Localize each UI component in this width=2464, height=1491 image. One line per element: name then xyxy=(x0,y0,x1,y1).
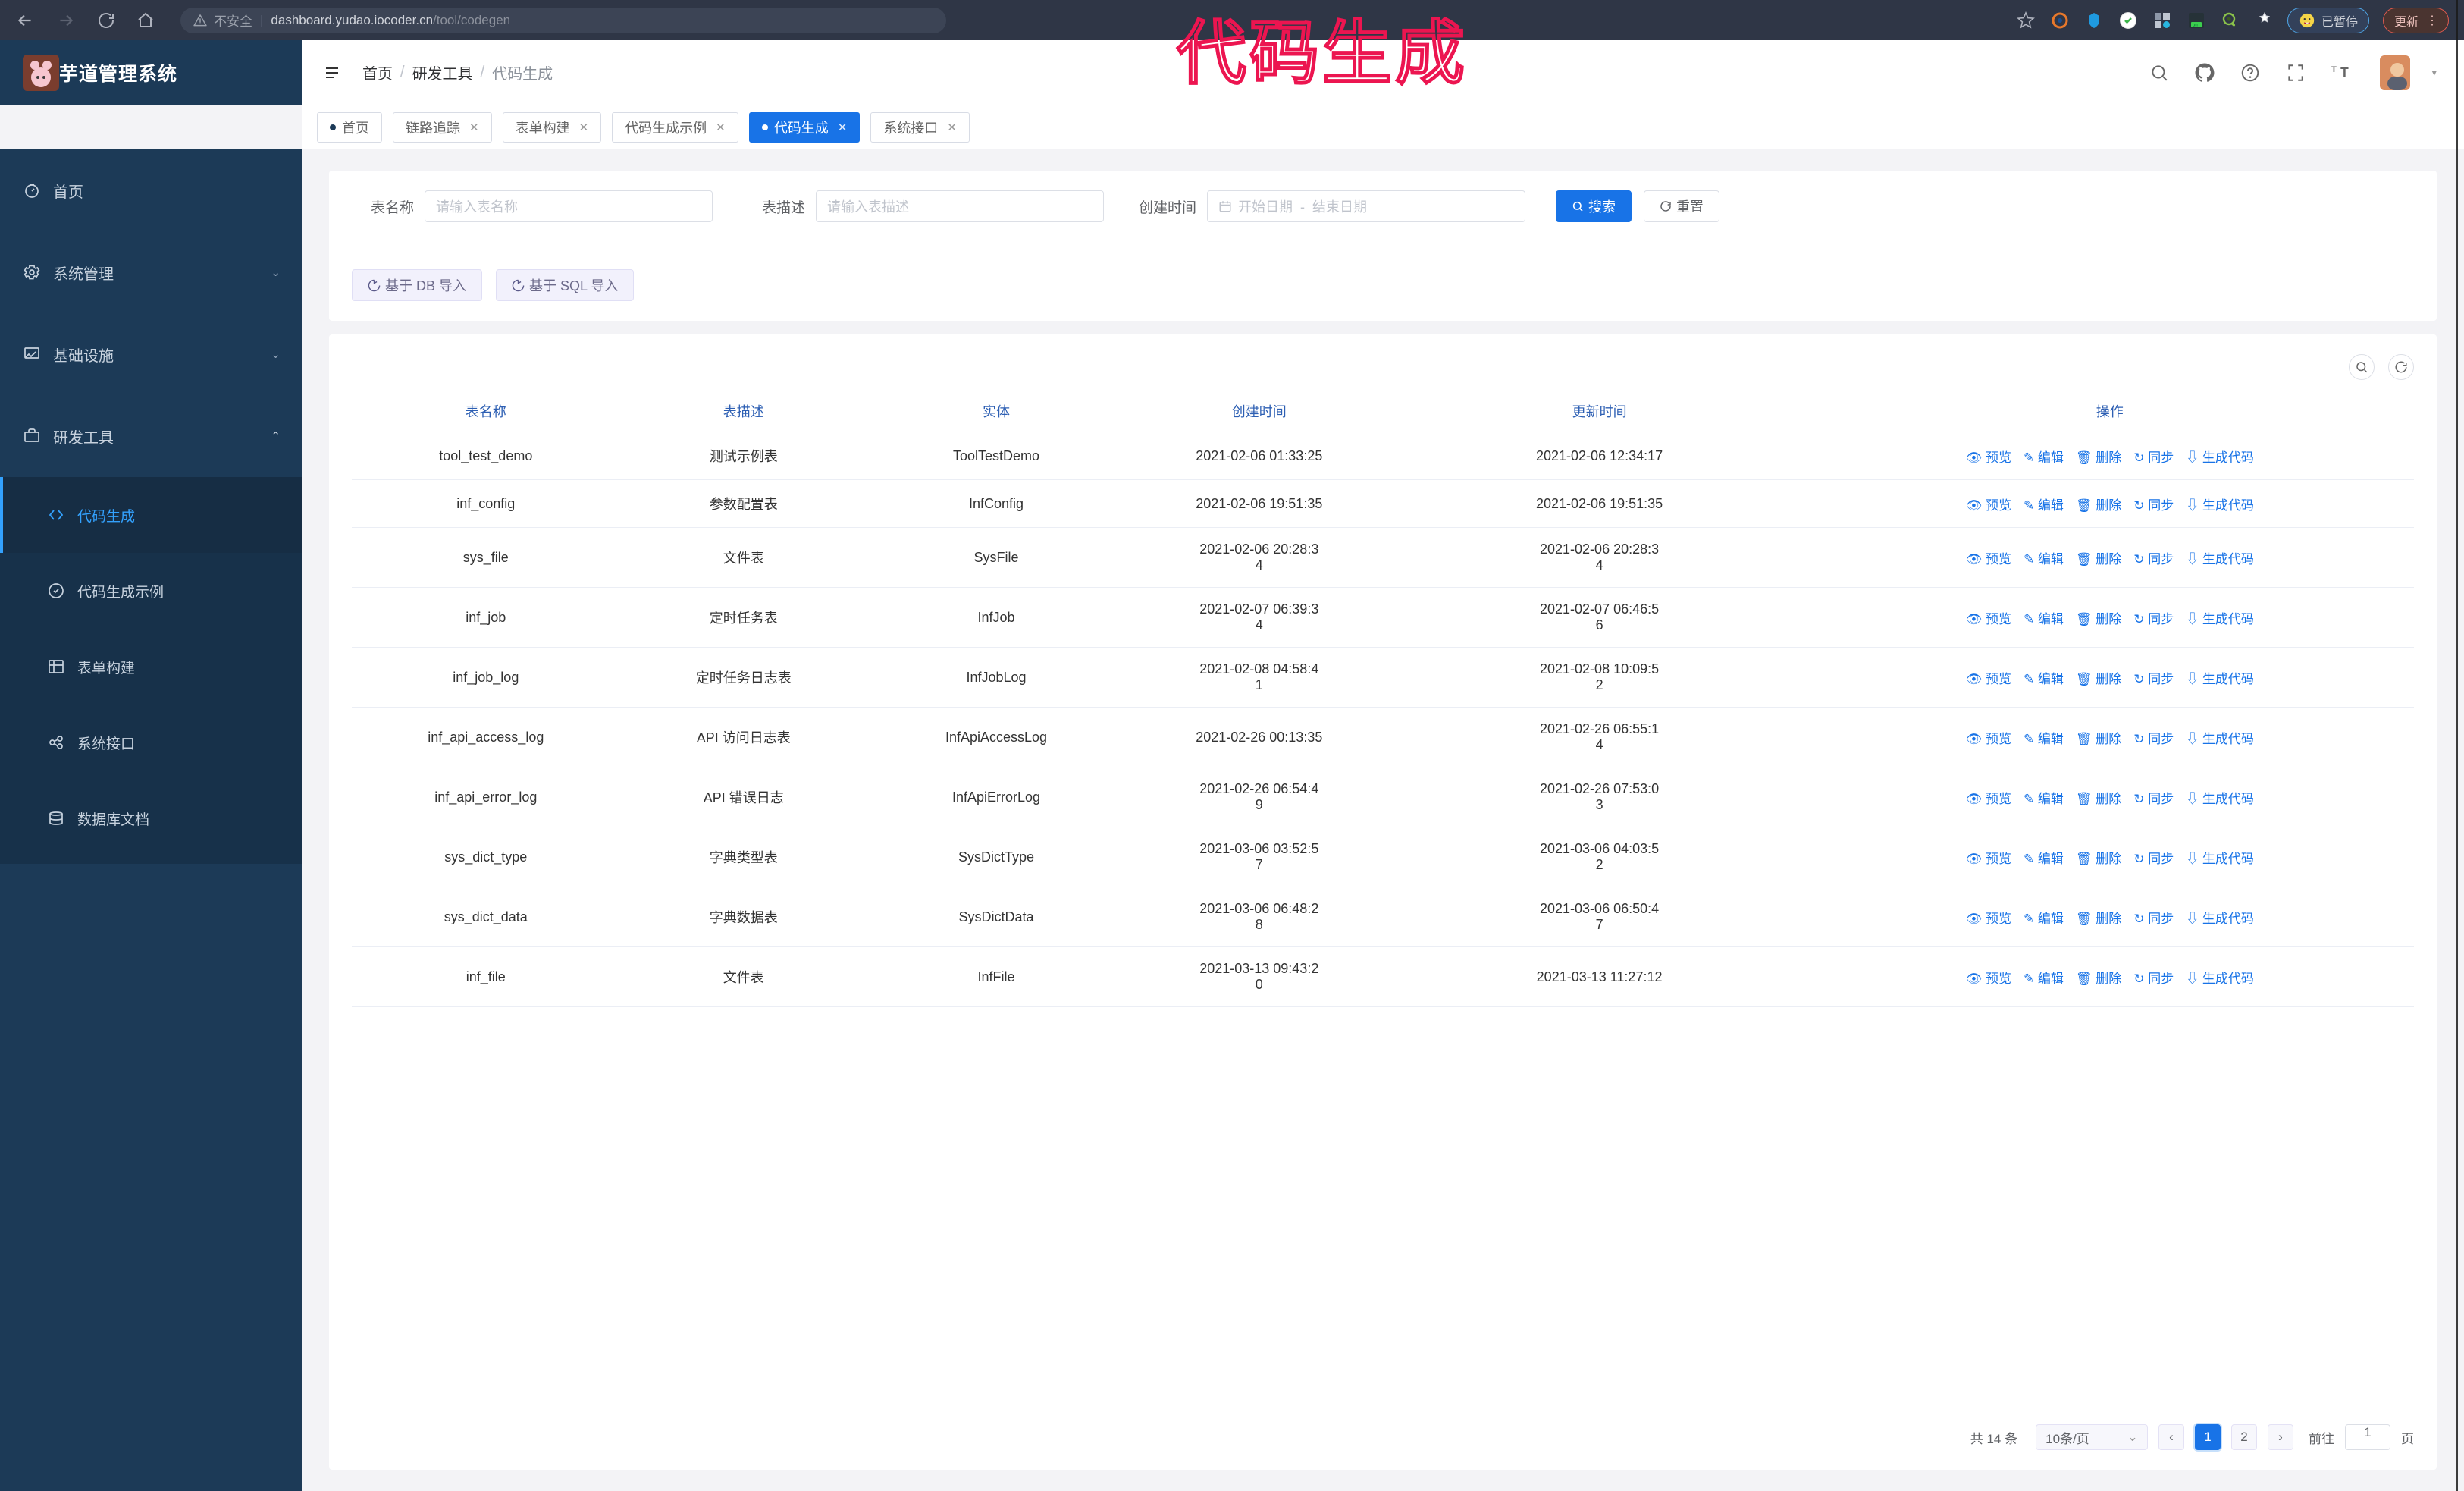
svg-text:T: T xyxy=(2331,65,2337,74)
svg-text:on: on xyxy=(2193,23,2198,27)
svg-text:T: T xyxy=(2341,64,2350,80)
